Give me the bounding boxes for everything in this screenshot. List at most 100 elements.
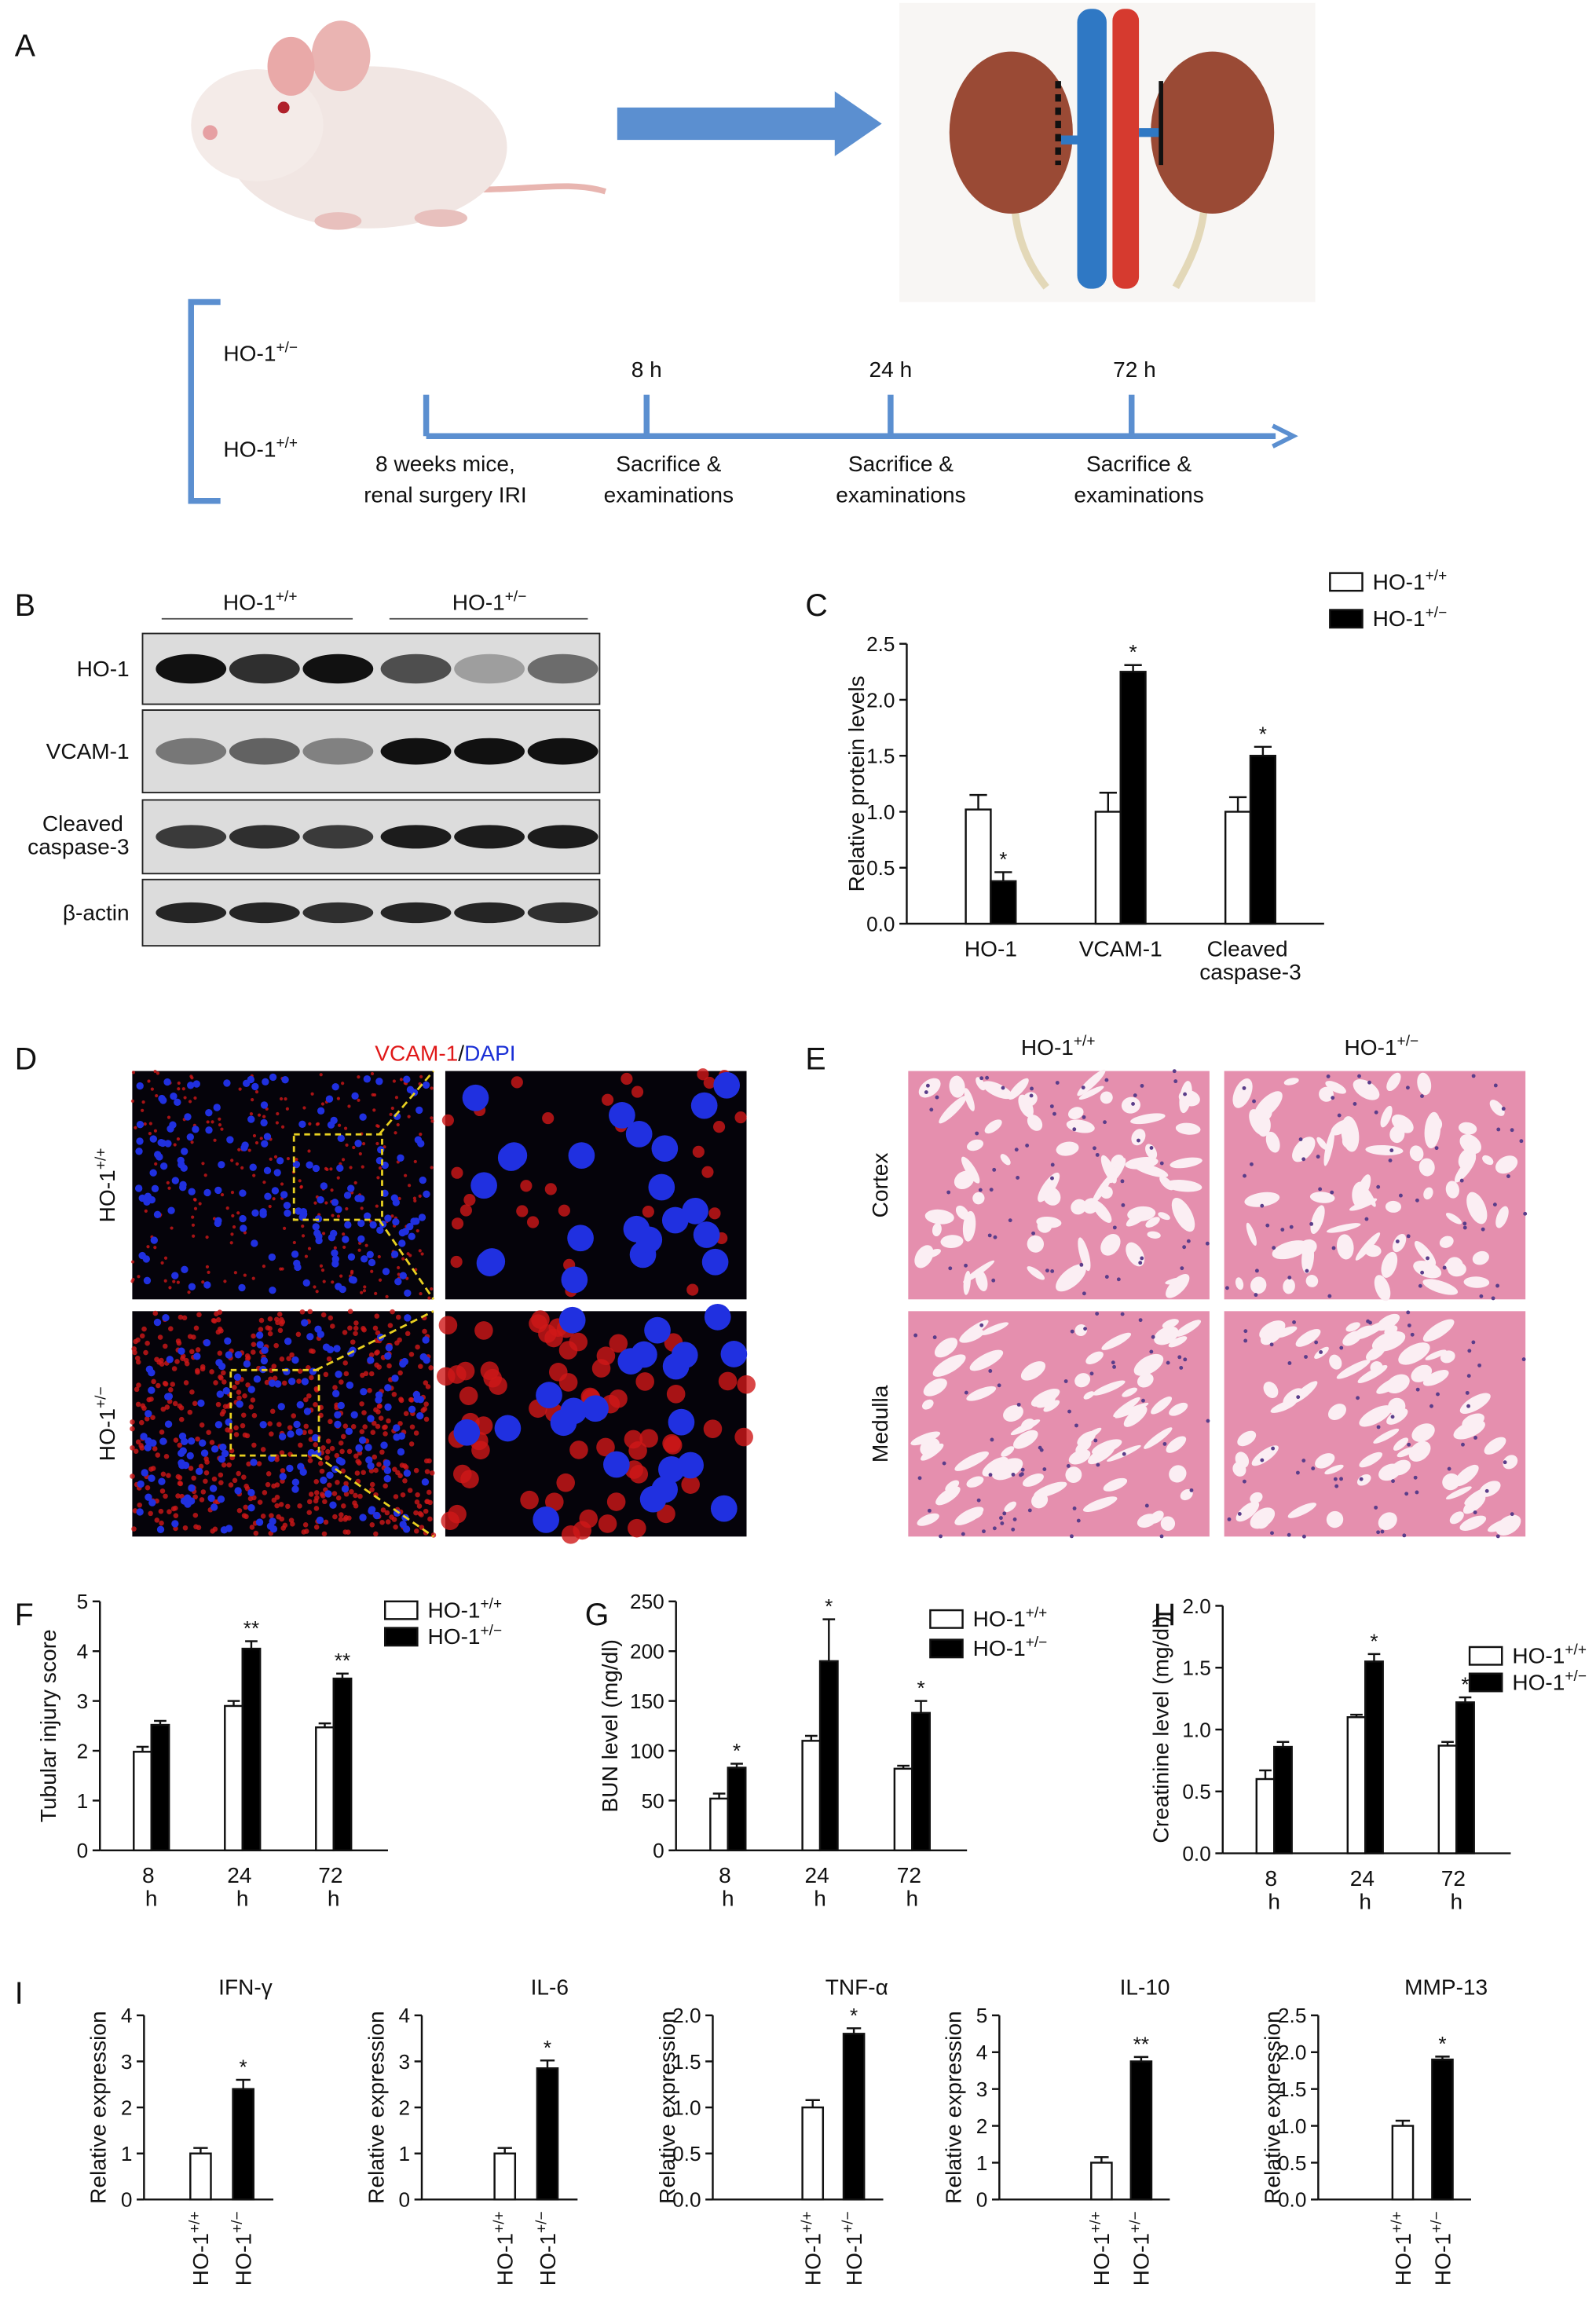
cell-nucleus bbox=[990, 1437, 994, 1442]
error-bar bbox=[236, 2078, 251, 2089]
tubule-lumen bbox=[1458, 1122, 1477, 1135]
vcam-signal bbox=[282, 1522, 288, 1528]
dapi-nucleus bbox=[284, 1209, 291, 1217]
tubule-lumen bbox=[1336, 1360, 1371, 1379]
dapi-nucleus bbox=[186, 1133, 194, 1141]
vcam-signal bbox=[357, 1248, 361, 1252]
vcam-signal bbox=[529, 1314, 547, 1333]
vcam-signal bbox=[148, 1397, 154, 1402]
text-part: h bbox=[1268, 1889, 1280, 1913]
y-tick-label: 250 bbox=[630, 1590, 664, 1613]
vcam-signal bbox=[313, 1525, 320, 1530]
vcam-signal bbox=[430, 1166, 434, 1170]
vcam-signal bbox=[339, 1379, 344, 1385]
x-tick-label: HO-1+/− bbox=[1128, 2211, 1154, 2286]
cell-nucleus bbox=[1495, 1534, 1500, 1539]
dapi-nucleus bbox=[165, 1393, 174, 1400]
tubule-lumen bbox=[1370, 1361, 1383, 1374]
x-tick-label: HO-1+/− bbox=[840, 2211, 866, 2286]
text-part: h bbox=[1450, 1889, 1462, 1913]
tubule-lumen bbox=[1235, 1277, 1244, 1290]
tubule-lumen bbox=[1327, 1404, 1347, 1420]
tubule-lumen bbox=[1265, 1131, 1280, 1153]
cell-nucleus bbox=[1399, 1193, 1403, 1198]
tubule-lumen bbox=[1386, 1408, 1408, 1425]
tubule-lumen bbox=[1315, 1453, 1335, 1469]
cell-nucleus bbox=[1334, 1484, 1339, 1488]
vcam-signal bbox=[292, 1240, 296, 1245]
vcam-signal bbox=[329, 1445, 335, 1452]
vcam-signal bbox=[195, 1369, 200, 1375]
blot-band bbox=[156, 902, 227, 924]
dapi-nucleus bbox=[399, 1272, 407, 1279]
vcam-signal bbox=[474, 1321, 493, 1340]
tubule-lumen bbox=[1082, 1496, 1118, 1512]
legend-label: HO-1+/+ bbox=[1373, 568, 1448, 594]
tubule-lumen bbox=[1027, 1235, 1045, 1253]
vcam-signal bbox=[397, 1421, 403, 1426]
vcam-signal bbox=[234, 1379, 240, 1386]
vcam-signal bbox=[258, 1327, 264, 1332]
vcam-signal bbox=[353, 1181, 357, 1184]
vcam-signal bbox=[295, 1331, 302, 1338]
dapi-nucleus bbox=[283, 1201, 291, 1210]
vcam-signal bbox=[173, 1513, 179, 1518]
vcam-signal bbox=[343, 1491, 350, 1497]
vcam-signal bbox=[153, 1246, 157, 1250]
vcam-signal bbox=[267, 1421, 273, 1426]
cell-nucleus bbox=[946, 1190, 951, 1195]
cell-nucleus bbox=[1166, 1360, 1170, 1365]
dapi-nucleus bbox=[145, 1437, 152, 1445]
tubule-lumen bbox=[1381, 1251, 1398, 1278]
cell-nucleus bbox=[1249, 1162, 1254, 1166]
vcam-signal bbox=[282, 1226, 287, 1231]
vcam-signal bbox=[418, 1249, 422, 1253]
vcam-signal bbox=[313, 1490, 320, 1495]
vcam-signal bbox=[277, 1327, 284, 1334]
blot-band bbox=[302, 825, 374, 849]
dapi-nucleus bbox=[277, 1403, 285, 1411]
tubule-lumen bbox=[921, 1443, 944, 1461]
text-part: HO-1 bbox=[1373, 569, 1426, 594]
vcam-signal bbox=[415, 1492, 420, 1498]
dapi-nucleus bbox=[368, 1507, 375, 1515]
vcam-signal bbox=[345, 1206, 349, 1211]
vcam-signal bbox=[177, 1442, 182, 1448]
cell-nucleus bbox=[1366, 1319, 1371, 1323]
tubule-lumen bbox=[984, 1119, 1002, 1134]
vcam-signal bbox=[285, 1503, 291, 1510]
cell-nucleus bbox=[1072, 1127, 1077, 1132]
dapi-nucleus bbox=[214, 1186, 222, 1195]
vcam-signal bbox=[131, 1071, 136, 1074]
vcam-signal bbox=[332, 1385, 338, 1390]
dapi-nucleus bbox=[720, 1341, 748, 1367]
tubule-lumen bbox=[1356, 1320, 1388, 1340]
tubule-lumen bbox=[1386, 1072, 1401, 1092]
tubule-lumen bbox=[982, 1456, 1008, 1477]
vcam-signal bbox=[703, 1076, 716, 1089]
cell-nucleus bbox=[1420, 1270, 1425, 1275]
vcam-signal bbox=[397, 1265, 401, 1270]
dapi-nucleus bbox=[306, 1161, 313, 1169]
vcam-signal bbox=[247, 1148, 251, 1152]
cell-nucleus bbox=[1242, 1085, 1246, 1090]
tubule-lumen bbox=[1299, 1239, 1317, 1255]
vcam-signal bbox=[167, 1186, 171, 1190]
cell-nucleus bbox=[1140, 1256, 1144, 1261]
dapi-nucleus bbox=[536, 1382, 562, 1409]
vcam-signal bbox=[407, 1115, 411, 1118]
vcam-signal bbox=[336, 1176, 340, 1180]
tubule-lumen bbox=[1326, 1510, 1344, 1528]
vcam-signal bbox=[362, 1289, 367, 1293]
vcam-signal bbox=[235, 1162, 239, 1166]
tubule-lumen bbox=[1424, 1111, 1441, 1149]
tubule-lumen bbox=[1027, 1266, 1045, 1280]
vcam-signal bbox=[187, 1409, 193, 1415]
cell-nucleus bbox=[1339, 1345, 1344, 1350]
cell-nucleus bbox=[1173, 1079, 1178, 1084]
vcam-signal bbox=[353, 1331, 358, 1337]
vcam-signal bbox=[361, 1165, 364, 1169]
tubule-lumen bbox=[1411, 1423, 1435, 1442]
tubule-lumen bbox=[1325, 1081, 1346, 1094]
vcam-signal bbox=[526, 1216, 540, 1228]
